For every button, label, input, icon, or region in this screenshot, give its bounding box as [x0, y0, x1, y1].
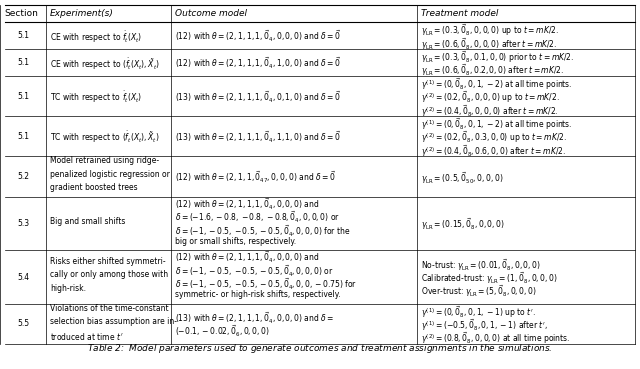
Text: (13) with $\theta = (2, 1, 1, 1, \vec{0}_4, 0, 1, 0)$ and $\delta = \vec{0}$: (13) with $\theta = (2, 1, 1, 1, \vec{0}…	[175, 89, 341, 105]
Text: $(-0.1, -0.02, \vec{0}_6, 0, 0, 0)$: $(-0.1, -0.02, \vec{0}_6, 0, 0, 0)$	[175, 324, 269, 339]
Text: (13) with $\theta = (2, 1, 1, 1, \vec{0}_4, 0, 0, 0)$ and $\delta =$: (13) with $\theta = (2, 1, 1, 1, \vec{0}…	[175, 310, 334, 326]
Text: $\gamma^{(2)} = (0.2, \vec{0}_8, 0, 0, 0)$ up to $t = mK/2$.: $\gamma^{(2)} = (0.2, \vec{0}_8, 0, 0, 0…	[421, 89, 560, 105]
Text: 5.1: 5.1	[17, 58, 29, 67]
Text: $\gamma_{\mathrm{LR}} = (0.6, \vec{0}_8, 0, 0, 0)$ after $t = mK/2$.: $\gamma_{\mathrm{LR}} = (0.6, \vec{0}_8,…	[421, 36, 557, 52]
Text: $\gamma^{(1)} = (-0.5, \vec{0}_8, 0, 1, -1)$ after $t'$,: $\gamma^{(1)} = (-0.5, \vec{0}_8, 0, 1, …	[421, 317, 548, 333]
Text: $\gamma^{(2)} = (0.8, \vec{0}_8, 0, 0, 0)$ at all time points.: $\gamma^{(2)} = (0.8, \vec{0}_8, 0, 0, 0…	[421, 331, 570, 346]
Text: $\gamma^{(1)} = (0, \vec{0}_8, 0, 1, -2)$ at all time points.: $\gamma^{(1)} = (0, \vec{0}_8, 0, 1, -2)…	[421, 116, 573, 132]
Text: Experiment(s): Experiment(s)	[50, 9, 114, 18]
Text: 5.1: 5.1	[17, 31, 29, 40]
Text: CE with respect to $\dot{f}_t(X_t)$: CE with respect to $\dot{f}_t(X_t)$	[50, 29, 142, 45]
Text: $\gamma_{\mathrm{LR}} = (0.15, \vec{0}_8, 0, 0, 0)$: $\gamma_{\mathrm{LR}} = (0.15, \vec{0}_8…	[421, 217, 505, 232]
Text: (12) with $\theta = (2, 1, 1, 1, \vec{0}_4, 0, 0, 0)$ and: (12) with $\theta = (2, 1, 1, 1, \vec{0}…	[175, 197, 319, 212]
Text: $\gamma_{\mathrm{LR}} = (0.6, \vec{0}_8, 0.2, 0, 0)$ after $t = mK/2$.: $\gamma_{\mathrm{LR}} = (0.6, \vec{0}_8,…	[421, 63, 564, 78]
Text: cally or only among those with: cally or only among those with	[50, 270, 168, 279]
Text: $\gamma^{(1)} = (0, \vec{0}_8, 0, 1, -2)$ at all time points.: $\gamma^{(1)} = (0, \vec{0}_8, 0, 1, -2)…	[421, 76, 573, 92]
Text: 5.2: 5.2	[17, 172, 29, 181]
Text: (12) with $\theta = (2, 1, 1, 1, \vec{0}_4, 0, 0, 0)$ and: (12) with $\theta = (2, 1, 1, 1, \vec{0}…	[175, 250, 319, 265]
Text: 5.4: 5.4	[17, 272, 29, 282]
Text: penalized logistic regression or: penalized logistic regression or	[50, 170, 170, 179]
Text: TC with respect to $(\dot{f}_t(X_t), \tilde{X}_t)$: TC with respect to $(\dot{f}_t(X_t), \ti…	[50, 130, 159, 145]
Text: 5.1: 5.1	[17, 132, 29, 141]
Text: Calibrated-trust: $\gamma_{\mathrm{LR}} = (1, \vec{0}_8, 0, 0, 0)$: Calibrated-trust: $\gamma_{\mathrm{LR}} …	[421, 270, 558, 286]
Text: $\gamma_{\mathrm{LR}} = (0.3, \vec{0}_8, 0.1, 0, 0)$ prior to $t = mK/2$.: $\gamma_{\mathrm{LR}} = (0.3, \vec{0}_8,…	[421, 49, 575, 65]
Text: Risks either shifted symmetri-: Risks either shifted symmetri-	[50, 257, 166, 266]
Text: symmetric- or high-risk shifts, respectively.: symmetric- or high-risk shifts, respecti…	[175, 290, 340, 299]
Text: (12) with $\theta = (2, 1, 1, \vec{0}_{47}, 0, 0, 0)$ and $\delta = \vec{0}$: (12) with $\theta = (2, 1, 1, \vec{0}_{4…	[175, 170, 336, 185]
Text: $\delta = (-1, -0.5, -0.5, -0.5, \vec{0}_4, 0, 0, 0)$ or: $\delta = (-1, -0.5, -0.5, -0.5, \vec{0}…	[175, 263, 333, 279]
Text: Model retrained using ridge-: Model retrained using ridge-	[50, 156, 159, 165]
Text: (12) with $\theta = (2, 1, 1, 1, \vec{0}_4, 0, 0, 0)$ and $\delta = \vec{0}$: (12) with $\theta = (2, 1, 1, 1, \vec{0}…	[175, 29, 341, 44]
Text: Big and small shifts: Big and small shifts	[50, 217, 125, 226]
Text: 5.3: 5.3	[17, 219, 29, 228]
Text: $\gamma^{(2)} = (0.4, \vec{0}_8, 0, 0, 0)$ after $t = mK/2$.: $\gamma^{(2)} = (0.4, \vec{0}_8, 0, 0, 0…	[421, 103, 559, 118]
Text: Treatment model: Treatment model	[421, 9, 499, 18]
Text: big or small shifts, respectively.: big or small shifts, respectively.	[175, 237, 296, 246]
Text: $\delta = (-1, -0.5, -0.5, -0.5, \vec{0}_4, 0, 0, -0.75)$ for: $\delta = (-1, -0.5, -0.5, -0.5, \vec{0}…	[175, 277, 357, 292]
Text: (13) with $\theta = (2, 1, 1, 1, \vec{0}_4, 1, 1, 0)$ and $\delta = \vec{0}$: (13) with $\theta = (2, 1, 1, 1, \vec{0}…	[175, 130, 341, 145]
Text: troduced at time $t'$: troduced at time $t'$	[50, 331, 124, 342]
Text: Outcome model: Outcome model	[175, 9, 247, 18]
Text: $\gamma^{(2)} = (0.2, \vec{0}_8, 0.3, 0, 0)$ up to $t = mK/2$.: $\gamma^{(2)} = (0.2, \vec{0}_8, 0.3, 0,…	[421, 130, 567, 145]
Text: 5.1: 5.1	[17, 92, 29, 101]
Text: $\gamma^{(1)} = (0, \vec{0}_8, 0, 1, -1)$ up to $t'$.: $\gamma^{(1)} = (0, \vec{0}_8, 0, 1, -1)…	[421, 304, 536, 320]
Text: CE with respect to $(\dot{f}_t(X_t), \tilde{X}_t)$: CE with respect to $(\dot{f}_t(X_t), \ti…	[50, 56, 160, 72]
Text: gradient boosted trees: gradient boosted trees	[50, 183, 138, 192]
Text: 5.5: 5.5	[17, 320, 29, 328]
Text: Table 2:$\;$ Model parameters used to generate outcomes and treatment assignment: Table 2:$\;$ Model parameters used to ge…	[87, 342, 553, 355]
Text: $\delta = (-1.6, -0.8, -0.8, -0.8, \vec{0}_4, 0, 0, 0)$ or: $\delta = (-1.6, -0.8, -0.8, -0.8, \vec{…	[175, 210, 340, 225]
Text: $\gamma_{\mathrm{LR}} = (0.3, \vec{0}_8, 0, 0, 0)$ up to $t = mK/2$.: $\gamma_{\mathrm{LR}} = (0.3, \vec{0}_8,…	[421, 23, 559, 38]
Text: $\delta = (-1, -0.5, -0.5, -0.5, \vec{0}_4, 0, 0, 0)$ for the: $\delta = (-1, -0.5, -0.5, -0.5, \vec{0}…	[175, 223, 351, 239]
Text: high-risk.: high-risk.	[50, 284, 86, 293]
Text: Violations of the time-constant: Violations of the time-constant	[50, 304, 169, 313]
Text: Section: Section	[4, 9, 38, 18]
Text: $\gamma^{(2)} = (0.4, \vec{0}_8, 0.6, 0, 0)$ after $t = mK/2$.: $\gamma^{(2)} = (0.4, \vec{0}_8, 0.6, 0,…	[421, 143, 566, 159]
Text: selection bias assumption are in-: selection bias assumption are in-	[50, 317, 177, 326]
Text: Over-trust: $\gamma_{\mathrm{LR}} = (5, \vec{0}_8, 0, 0, 0)$: Over-trust: $\gamma_{\mathrm{LR}} = (5, …	[421, 284, 537, 300]
Text: TC with respect to $\dot{f}_t(X_t)$: TC with respect to $\dot{f}_t(X_t)$	[50, 89, 142, 105]
Text: $\gamma_{\mathrm{LR}} = (0.5, \vec{0}_{50}, 0, 0, 0)$: $\gamma_{\mathrm{LR}} = (0.5, \vec{0}_{5…	[421, 170, 504, 186]
Text: (12) with $\theta = (2, 1, 1, 1, \vec{0}_4, 1, 0, 0)$ and $\delta = \vec{0}$: (12) with $\theta = (2, 1, 1, 1, \vec{0}…	[175, 56, 341, 71]
Text: No-trust: $\gamma_{\mathrm{LR}} = (0.01, \vec{0}_8, 0, 0, 0)$: No-trust: $\gamma_{\mathrm{LR}} = (0.01,…	[421, 257, 541, 273]
